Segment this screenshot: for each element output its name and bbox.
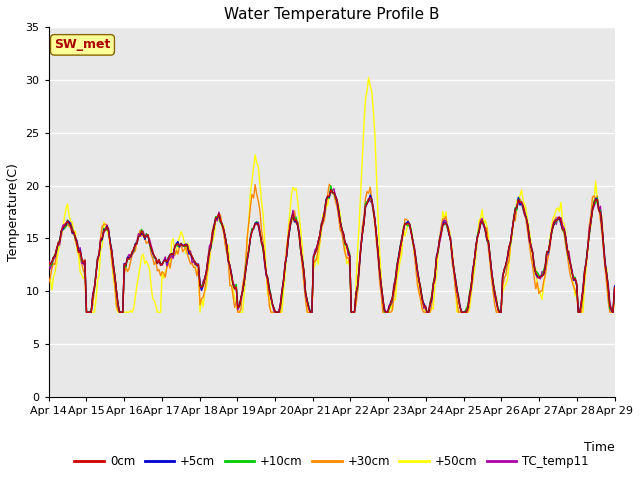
Title: Water Temperature Profile B: Water Temperature Profile B xyxy=(224,7,439,22)
Y-axis label: Temperature(C): Temperature(C) xyxy=(7,163,20,261)
Text: SW_met: SW_met xyxy=(54,38,111,51)
Text: Time: Time xyxy=(584,441,614,454)
Legend: 0cm, +5cm, +10cm, +30cm, +50cm, TC_temp11: 0cm, +5cm, +10cm, +30cm, +50cm, TC_temp1… xyxy=(70,451,593,473)
